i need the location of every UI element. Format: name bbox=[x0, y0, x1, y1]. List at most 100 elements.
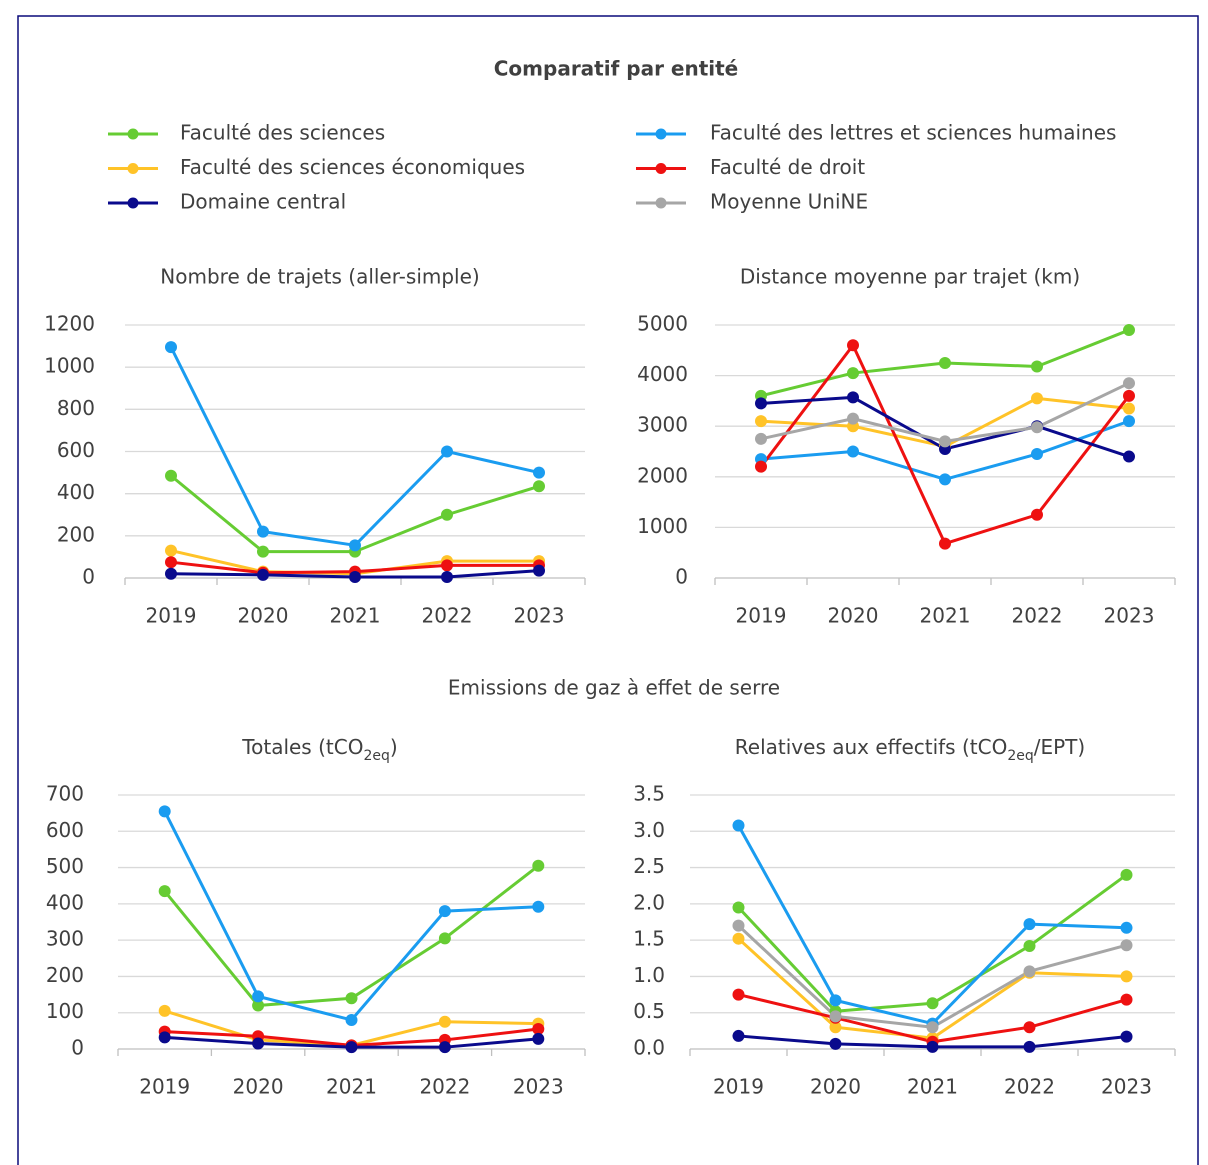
data-point bbox=[257, 545, 269, 558]
data-point bbox=[345, 1013, 358, 1026]
y-tick-label: 400 bbox=[46, 890, 84, 914]
data-point bbox=[847, 339, 859, 352]
data-point bbox=[532, 859, 545, 872]
y-tick-label: 600 bbox=[46, 818, 84, 842]
x-tick-label: 2019 bbox=[713, 1075, 764, 1099]
data-point bbox=[829, 994, 842, 1007]
legend-marker bbox=[127, 163, 139, 174]
data-point bbox=[533, 480, 545, 493]
legend-item: Moyenne UniNE bbox=[636, 190, 868, 214]
data-point bbox=[1023, 939, 1036, 952]
data-point bbox=[1023, 965, 1036, 978]
chart: Totales (tCO2eq) 0 100 200 300 400 500 600 700 20… bbox=[46, 735, 586, 1099]
y-tick-label: 200 bbox=[57, 522, 95, 546]
legend-marker bbox=[127, 128, 139, 140]
x-tick-label: 2022 bbox=[419, 1075, 470, 1099]
data-point bbox=[1123, 377, 1135, 390]
data-point bbox=[1031, 508, 1043, 521]
y-tick-label: 3.0 bbox=[633, 818, 665, 842]
data-point bbox=[755, 415, 767, 428]
data-point bbox=[349, 539, 361, 552]
y-tick-label: 600 bbox=[57, 438, 95, 462]
data-point bbox=[847, 391, 859, 404]
y-tick-label: 0.0 bbox=[633, 1036, 665, 1060]
x-tick-label: 2020 bbox=[828, 604, 879, 628]
chart-title: Totales (tCO2eq) bbox=[241, 735, 397, 765]
y-tick-label: 2.5 bbox=[633, 854, 665, 878]
data-point bbox=[847, 367, 859, 380]
series-line bbox=[163, 864, 540, 1007]
data-point bbox=[1120, 868, 1133, 881]
y-tick-label: 1.0 bbox=[633, 963, 665, 987]
title-part: Totales (tCO bbox=[241, 735, 363, 759]
data-point bbox=[1123, 450, 1135, 463]
data-point bbox=[829, 1037, 842, 1050]
series-line bbox=[737, 824, 1127, 1026]
y-tick-label: 3000 bbox=[637, 413, 688, 437]
x-tick-label: 2020 bbox=[233, 1075, 284, 1099]
data-point bbox=[1123, 389, 1135, 402]
legend-marker bbox=[127, 197, 139, 209]
x-tick-label: 2019 bbox=[736, 604, 787, 628]
title-part: /EPT) bbox=[1034, 735, 1085, 759]
data-point bbox=[732, 932, 745, 945]
data-point bbox=[1031, 360, 1043, 373]
legend-label: Faculté des lettres et sciences humaines bbox=[710, 121, 1116, 145]
x-tick-label: 2021 bbox=[907, 1075, 958, 1099]
y-tick-label: 2000 bbox=[637, 463, 688, 487]
data-point bbox=[1123, 415, 1135, 428]
chart: Nombre de trajets (aller-simple) 0 200 400 6… bbox=[44, 265, 586, 628]
data-point bbox=[441, 570, 453, 583]
x-tick-label: 2021 bbox=[330, 604, 381, 628]
data-point bbox=[1031, 448, 1043, 461]
data-point bbox=[926, 1021, 939, 1034]
x-tick-label: 2023 bbox=[1101, 1075, 1152, 1099]
data-point bbox=[939, 356, 951, 369]
data-point bbox=[732, 819, 745, 832]
legend-item: Faculté des sciences bbox=[108, 121, 385, 145]
chart: Distance moyenne par trajet (km) 0 1000 200… bbox=[637, 265, 1176, 628]
data-point bbox=[438, 1015, 451, 1028]
data-point bbox=[1023, 1040, 1036, 1053]
data-point bbox=[1023, 1021, 1036, 1034]
data-point bbox=[1031, 421, 1043, 434]
data-point bbox=[345, 992, 358, 1005]
x-tick-label: 2022 bbox=[422, 604, 473, 628]
data-point bbox=[158, 805, 171, 818]
legend-marker bbox=[655, 128, 667, 140]
x-tick-label: 2021 bbox=[326, 1075, 377, 1099]
y-tick-label: 1200 bbox=[44, 312, 95, 336]
y-tick-label: 3.5 bbox=[633, 782, 665, 806]
legend-marker bbox=[655, 163, 667, 174]
data-point bbox=[252, 990, 265, 1003]
data-point bbox=[939, 435, 951, 448]
x-tick-label: 2023 bbox=[1104, 604, 1155, 628]
y-tick-label: 2.0 bbox=[633, 890, 665, 914]
data-point bbox=[926, 1040, 939, 1053]
y-tick-label: 200 bbox=[46, 963, 84, 987]
legend-item: Domaine central bbox=[108, 190, 346, 214]
data-point bbox=[1120, 970, 1133, 983]
data-point bbox=[533, 466, 545, 479]
data-point bbox=[847, 445, 859, 458]
data-point bbox=[438, 932, 451, 945]
legend-label: Domaine central bbox=[180, 190, 346, 214]
data-point bbox=[165, 544, 177, 557]
y-tick-label: 0 bbox=[675, 565, 688, 589]
data-point bbox=[1120, 939, 1133, 952]
data-point bbox=[441, 508, 453, 521]
legend-item: Faculté de droit bbox=[636, 155, 865, 179]
data-point bbox=[438, 1041, 451, 1054]
data-point bbox=[532, 1032, 545, 1045]
data-point bbox=[349, 570, 361, 583]
x-tick-label: 2019 bbox=[146, 604, 197, 628]
data-point bbox=[939, 537, 951, 550]
data-point bbox=[252, 999, 265, 1012]
series-line bbox=[169, 346, 540, 547]
legend-label: Faculté de droit bbox=[710, 155, 865, 179]
y-tick-label: 1000 bbox=[44, 354, 95, 378]
data-point bbox=[345, 1041, 358, 1054]
legend-marker bbox=[655, 197, 667, 209]
x-tick-label: 2020 bbox=[238, 604, 289, 628]
